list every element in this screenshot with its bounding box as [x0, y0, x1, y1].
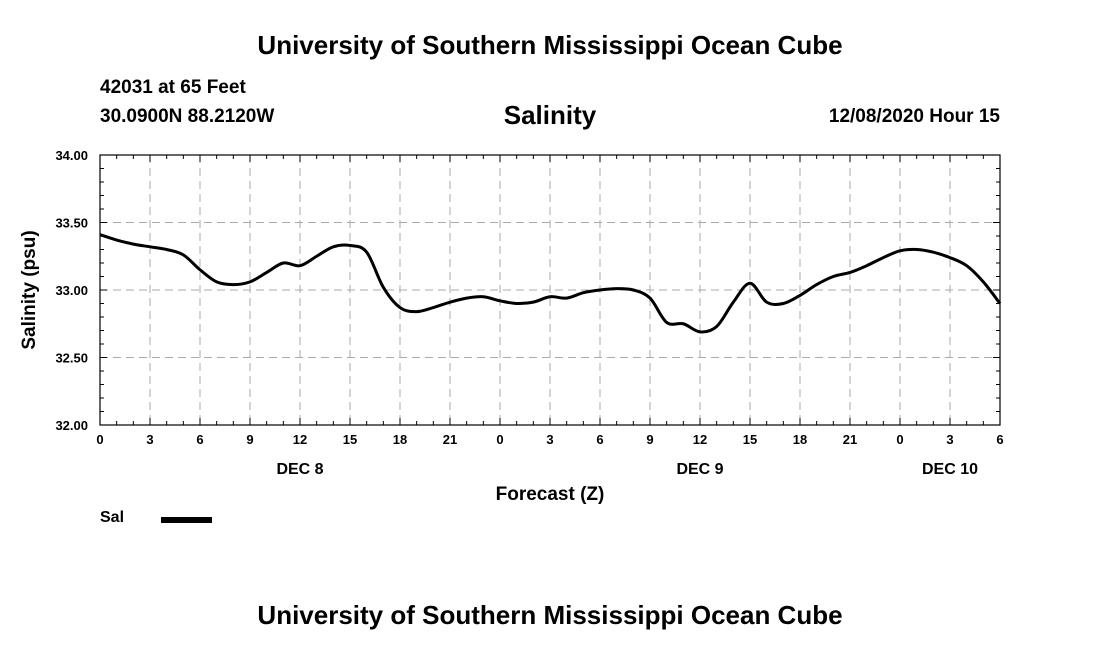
x-tick-label: 6: [596, 432, 603, 447]
x-tick-label: 12: [693, 432, 707, 447]
y-tick-label: 32.00: [55, 418, 88, 433]
bottom-title: University of Southern Mississippi Ocean…: [257, 600, 843, 630]
x-tick-label: 0: [896, 432, 903, 447]
x-tick-label: 18: [393, 432, 407, 447]
x-tick-label: 0: [96, 432, 103, 447]
plot-frame: [99, 154, 1001, 426]
station-label: 42031 at 65 Feet: [100, 77, 246, 98]
x-tick-label: 12: [293, 432, 307, 447]
day-label: DEC 9: [676, 461, 723, 478]
x-tick-label: 6: [196, 432, 203, 447]
legend-label: Sal: [100, 509, 125, 526]
y-tick-label: 34.00: [55, 148, 88, 163]
x-tick-label: 15: [343, 432, 357, 447]
y-tick-label: 33.50: [55, 216, 88, 231]
x-tick-label: 21: [443, 432, 457, 447]
y-axis-label: Salinity (psu): [19, 230, 40, 349]
x-tick-label: 6: [996, 432, 1003, 447]
x-tick-label: 21: [843, 432, 857, 447]
x-tick-label: 3: [546, 432, 553, 447]
coordinates-label: 30.0900N 88.2120W: [100, 106, 275, 127]
y-tick-label: 33.00: [55, 283, 88, 298]
x-tick-label: 9: [246, 432, 253, 447]
x-tick-label: 0: [496, 432, 503, 447]
day-label: DEC 8: [276, 461, 323, 478]
top-title: University of Southern Mississippi Ocean…: [257, 30, 843, 60]
x-tick-label: 9: [646, 432, 653, 447]
series-line-sal: [99, 233, 1002, 334]
chart-title: Salinity: [503, 100, 597, 130]
x-tick-label: 3: [946, 432, 953, 447]
x-tick-label: 18: [793, 432, 807, 447]
y-tick-label: 32.50: [55, 351, 88, 366]
day-label: DEC 10: [922, 461, 978, 478]
x-tick-label: 3: [146, 432, 153, 447]
x-axis-label: Forecast (Z): [496, 484, 605, 505]
forecast-datetime: 12/08/2020 Hour 15: [828, 106, 1000, 127]
x-tick-label: 15: [743, 432, 757, 447]
legend-swatch: [161, 517, 212, 523]
